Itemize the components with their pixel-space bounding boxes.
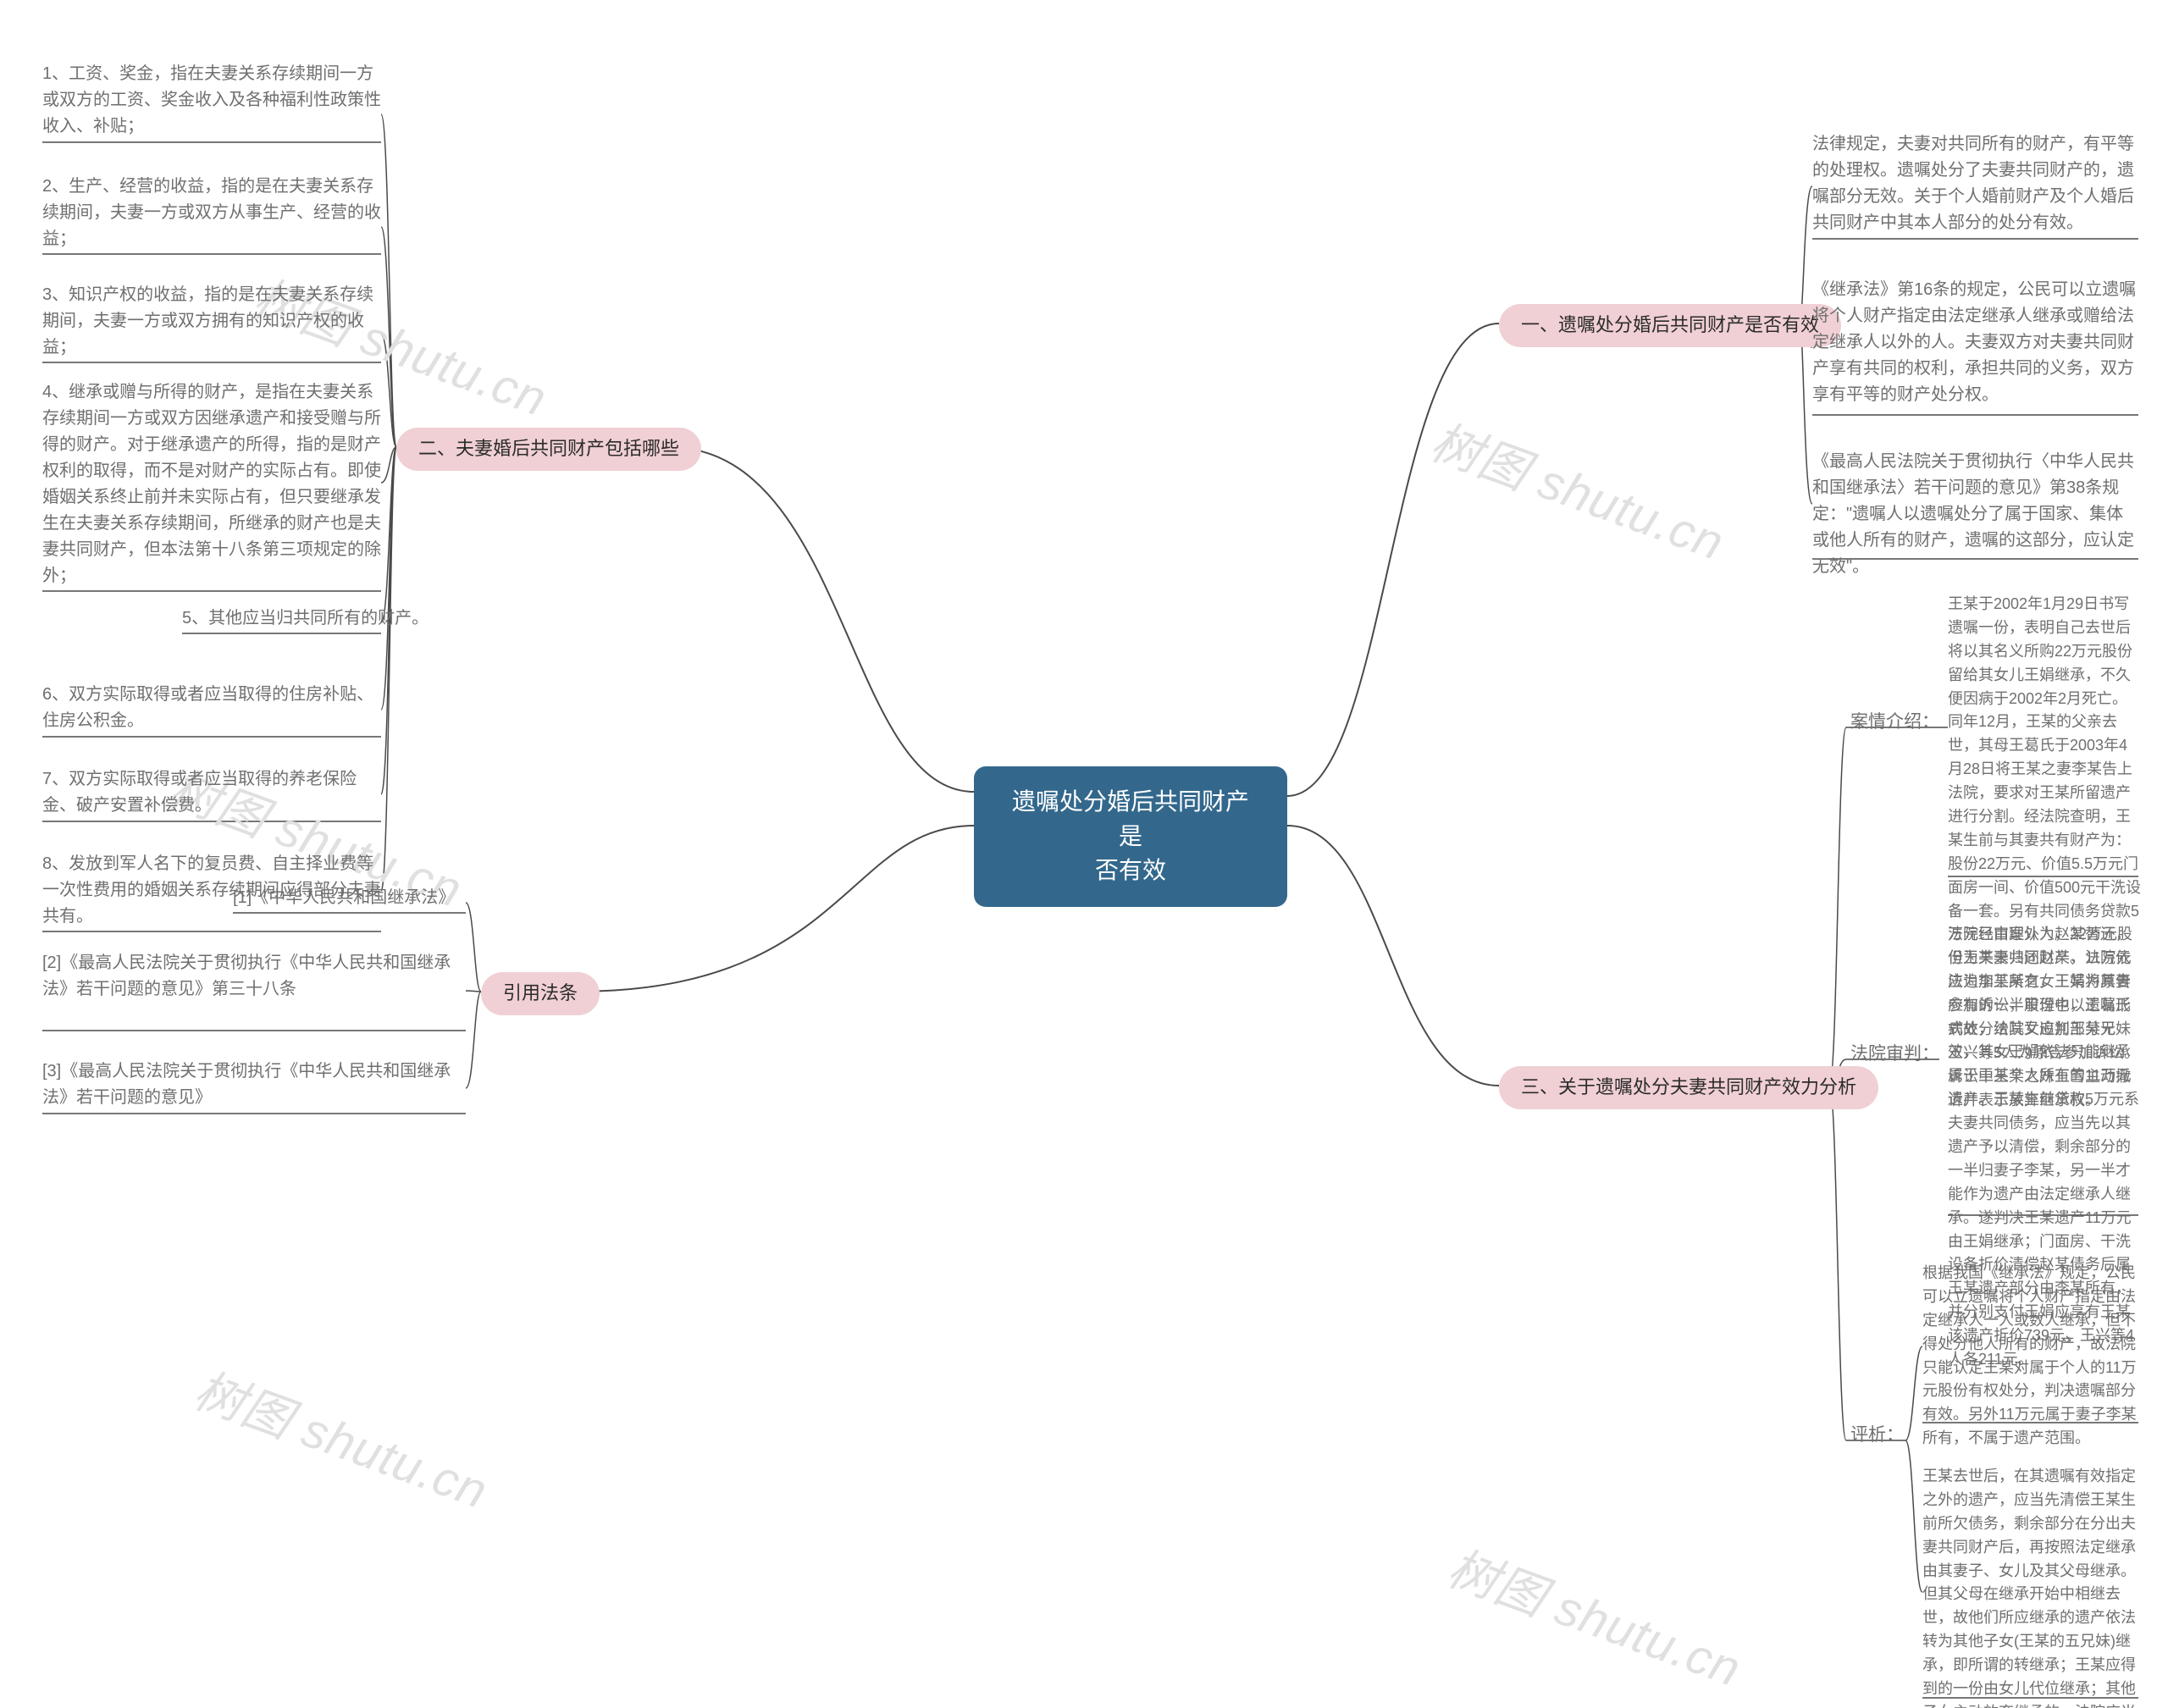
- branch-4[interactable]: 引用法条: [481, 972, 600, 1015]
- mindmap-canvas: 树图 shutu.cn 树图 shutu.cn 树图 shutu.cn 树图 s…: [0, 0, 2168, 1708]
- leaf-b1-1: 法律规定，夫妻对共同所有的财产，有平等的处理权。遗嘱处分了夫妻共同财产的，遗嘱部…: [1812, 131, 2138, 236]
- sub-b3-note: 评析：: [1850, 1423, 1904, 1447]
- sub-b3-court: 法院审判：: [1850, 1042, 1939, 1066]
- leaf-b4-1: [1]《中华人民共和国继承法》: [233, 885, 572, 911]
- leaf-b2-4: 4、继承或赠与所得的财产，是指在夫妻关系存续期间一方或双方因继承遗产和接受赠与所…: [42, 379, 381, 589]
- leaf-b3-note1: 根据我国《继承法》规定，公民可以立遗嘱将个人财产指定由法定继承人一人或数人继承，…: [1922, 1262, 2143, 1451]
- root-label-line2: 否有效: [1095, 857, 1166, 883]
- leaf-b1-3: 《最高人民法院关于贯彻执行〈中华人民共和国继承法〉若干问题的意见》第38条规定：…: [1812, 449, 2138, 580]
- branch-1[interactable]: 一、遗嘱处分婚后共同财产是否有效: [1499, 304, 1841, 347]
- sub-b3-case: 案情介绍：: [1850, 710, 1939, 734]
- root-label-line1: 遗嘱处分婚后共同财产是: [1012, 788, 1249, 849]
- leaf-b2-5: 5、其他应当归共同所有的财产。: [182, 605, 521, 632]
- leaf-b2-2: 2、生产、经营的收益，指的是在夫妻关系存续期间，夫妻一方或双方从事生产、经营的收…: [42, 174, 381, 252]
- leaf-b4-2: [2]《最高人民法院关于贯彻执行《中华人民共和国继承法》若干问题的意见》第三十八…: [42, 950, 466, 1003]
- leaf-b4-3: [3]《最高人民法院关于贯彻执行《中华人民共和国继承法》若干问题的意见》: [42, 1059, 466, 1111]
- leaf-b2-1: 1、工资、奖金，指在夫妻关系存续期间一方或双方的工资、奖金收入及各种福利性政策性…: [42, 61, 381, 140]
- branch-2[interactable]: 二、夫妻婚后共同财产包括哪些: [396, 428, 701, 471]
- leaf-b2-6: 6、双方实际取得或者应当取得的住房补贴、住房公积金。: [42, 682, 381, 734]
- leaf-b3-note2: 王某去世后，在其遗嘱有效指定之外的遗产，应当先清偿王某生前所欠债务，剩余部分在分…: [1922, 1465, 2143, 1708]
- leaf-b2-3: 3、知识产权的收益，指的是在夫妻关系存续期间，夫妻一方或双方拥有的知识产权的收益…: [42, 282, 381, 361]
- root-node[interactable]: 遗嘱处分婚后共同财产是 否有效: [974, 766, 1287, 907]
- leaf-b1-2: 《继承法》第16条的规定，公民可以立遗嘱将个人财产指定由法定继承人继承或赠给法定…: [1812, 277, 2138, 408]
- leaf-b2-7: 7、双方实际取得或者应当取得的养老保险金、破产安置补偿费。: [42, 766, 381, 819]
- branch-3[interactable]: 三、关于遗嘱处分夫妻共同财产效力分析: [1499, 1066, 1878, 1109]
